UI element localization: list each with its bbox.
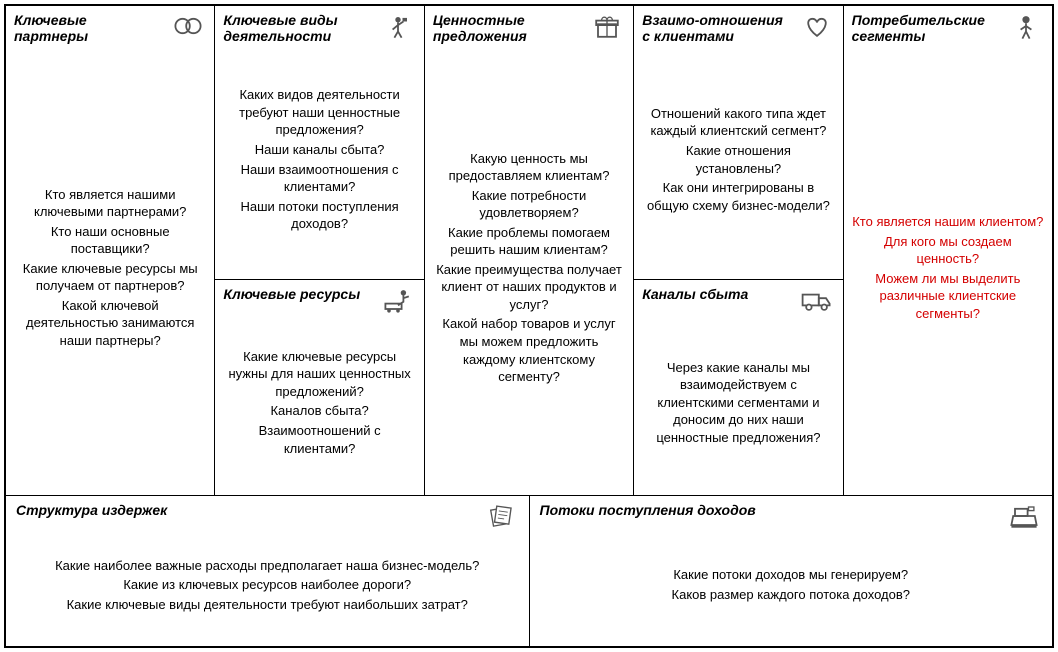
questions-relationships: Отношений какого типа ждет каждый клиент… — [642, 105, 834, 216]
bmc-canvas: Ключевые партнеры Кто является нашими кл… — [4, 4, 1054, 648]
title-value: Ценностные предложения — [433, 12, 583, 44]
register-icon — [1006, 502, 1042, 530]
papers-icon — [483, 502, 519, 530]
col-partners: Ключевые партнеры Кто является нашими кл… — [6, 6, 215, 495]
questions-resources: Какие ключевые ресурсы нужны для наших ц… — [223, 348, 415, 459]
heart-icon — [799, 12, 835, 40]
questions-value: Какую ценность мы предоставляем клиентам… — [433, 150, 625, 388]
questions-revenue: Какие потоки доходов мы генерируем? Како… — [672, 566, 910, 605]
title-segments: Потребительские сегменты — [852, 12, 1002, 44]
gift-icon — [589, 12, 625, 40]
block-activities: Ключевые виды деятельности Каких видов д… — [215, 6, 423, 279]
col-relationships-channels: Взаимо-отношения с клиентами Отношений к… — [634, 6, 843, 495]
block-partners: Ключевые партнеры Кто является нашими кл… — [6, 6, 214, 495]
questions-channels: Через какие каналы мы взаимодействуем с … — [642, 359, 834, 449]
questions-segments: Кто является нашим клиентом? Для кого мы… — [852, 213, 1044, 324]
title-partners: Ключевые партнеры — [14, 12, 164, 44]
col-activities-resources: Ключевые виды деятельности Каких видов д… — [215, 6, 424, 495]
block-channels: Каналы сбыта Через какие каналы мы взаим… — [634, 280, 842, 495]
col-revenue: Потоки поступления доходов Какие потоки … — [530, 496, 1053, 646]
questions-costs: Какие наиболее важные расходы предполага… — [55, 557, 479, 616]
cart-icon — [380, 286, 416, 314]
top-row: Ключевые партнеры Кто является нашими кл… — [6, 6, 1052, 496]
questions-activities: Каких видов деятельности требуют наши це… — [223, 86, 415, 234]
title-relationships: Взаимо-отношения с клиентами — [642, 12, 792, 44]
bottom-row: Структура издержек Какие наиболее важные… — [6, 496, 1052, 646]
block-resources: Ключевые ресурсы Какие ключевые ресурсы … — [215, 280, 423, 495]
title-channels: Каналы сбыта — [642, 286, 748, 302]
worker-icon — [380, 12, 416, 40]
block-value: Ценностные предложения Какую ценность мы… — [425, 6, 633, 495]
block-segments: Потребительские сегменты Кто является на… — [844, 6, 1052, 495]
title-revenue: Потоки поступления доходов — [540, 502, 756, 518]
col-segments: Потребительские сегменты Кто является на… — [844, 6, 1052, 495]
questions-partners: Кто является нашими ключевыми партнерами… — [14, 186, 206, 352]
title-activities: Ключевые виды деятельности — [223, 12, 373, 44]
rings-icon — [170, 12, 206, 40]
col-costs: Структура издержек Какие наиболее важные… — [6, 496, 530, 646]
col-value: Ценностные предложения Какую ценность мы… — [425, 6, 634, 495]
title-costs: Структура издержек — [16, 502, 167, 518]
person-icon — [1008, 12, 1044, 40]
block-revenue: Потоки поступления доходов Какие потоки … — [530, 496, 1053, 646]
title-resources: Ключевые ресурсы — [223, 286, 360, 302]
block-relationships: Взаимо-отношения с клиентами Отношений к… — [634, 6, 842, 279]
truck-icon — [799, 286, 835, 314]
block-costs: Структура издержек Какие наиболее важные… — [6, 496, 529, 646]
